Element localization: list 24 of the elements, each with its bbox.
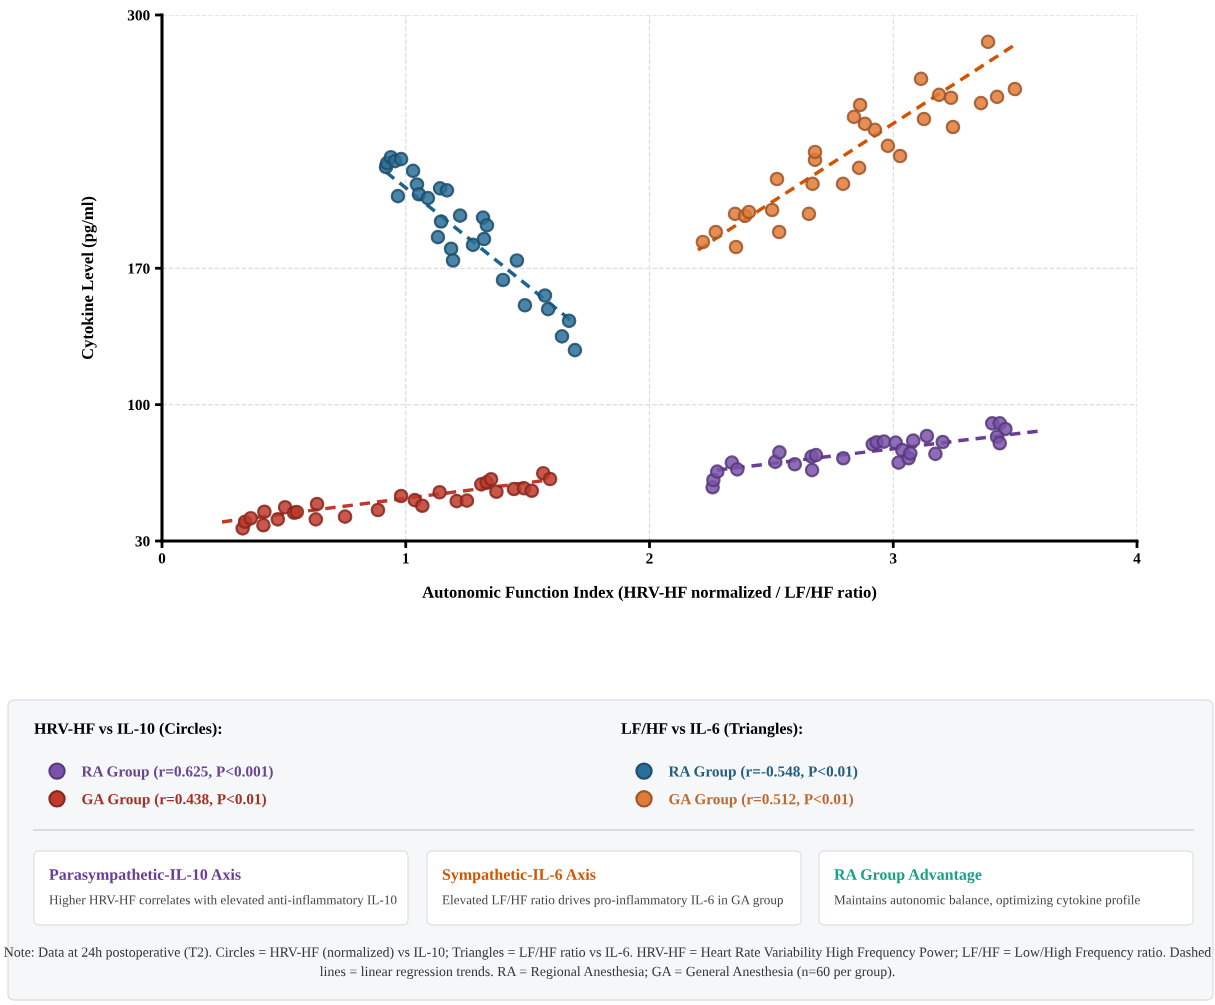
x-tick-label: 0 <box>158 553 166 564</box>
legend-label: RA Group (r=0.625, P<0.001) <box>81 765 273 780</box>
y-tick-label: 170 <box>128 263 150 274</box>
text: Maintains autonomic balance, optimizing cytokine profile <box>834 894 1140 908</box>
x-tick-label: 1 <box>403 553 409 564</box>
y-tick-label: 100 <box>128 399 150 411</box>
legend-label: GA Group (r=0.512, P<0.01) <box>669 793 853 808</box>
text: Parasympathetic-IL-10 Axis <box>49 868 241 884</box>
x-axis-title: Autonomic Function Index (HRV-HF normalized / LF/HF ratio) <box>422 586 877 602</box>
text: LF/HF vs IL-6 (Triangles): <box>621 722 802 738</box>
y-tick-label: 300 <box>127 10 150 21</box>
legend-label: RA Group (r=-0.548, P<0.01) <box>668 765 858 780</box>
text: HRV-HF vs IL-10 (Circles): <box>34 722 222 738</box>
x-tick-label: 2 <box>646 553 653 564</box>
text: Higher HRV-HF correlates with elevated anti-inflammatory IL-10 <box>49 894 397 908</box>
x-tick-label: 4 <box>1133 553 1141 564</box>
x-tick-label: 3 <box>890 553 897 564</box>
text: Sympathetic-IL-6 Axis <box>442 868 596 884</box>
y-axis-title: Cytokine Level (pg/ml) <box>81 196 97 360</box>
text: Note: Data at 24h postoperative (T2). Circles = HRV-HF (normalized) vs IL-10; Triangles = LF/HF ratio vs IL-6. HRV-HF = Heart Rate Variability High Frequency Power; LF/HF = Low/High Frequency ratio. Dashed lines = linear regression trends. RA = Regional Anesthesia; GA = General Anesthesia (n=60 per group). <box>4 946 1212 980</box>
y-tick-label: 30 <box>135 536 150 547</box>
text: Elevated LF/HF ratio drives pro-inflammatory IL-6 in GA group <box>442 894 783 908</box>
legend-label: GA Group (r=0.438, P<0.01) <box>82 793 266 808</box>
text: RA Group Advantage <box>834 868 982 884</box>
